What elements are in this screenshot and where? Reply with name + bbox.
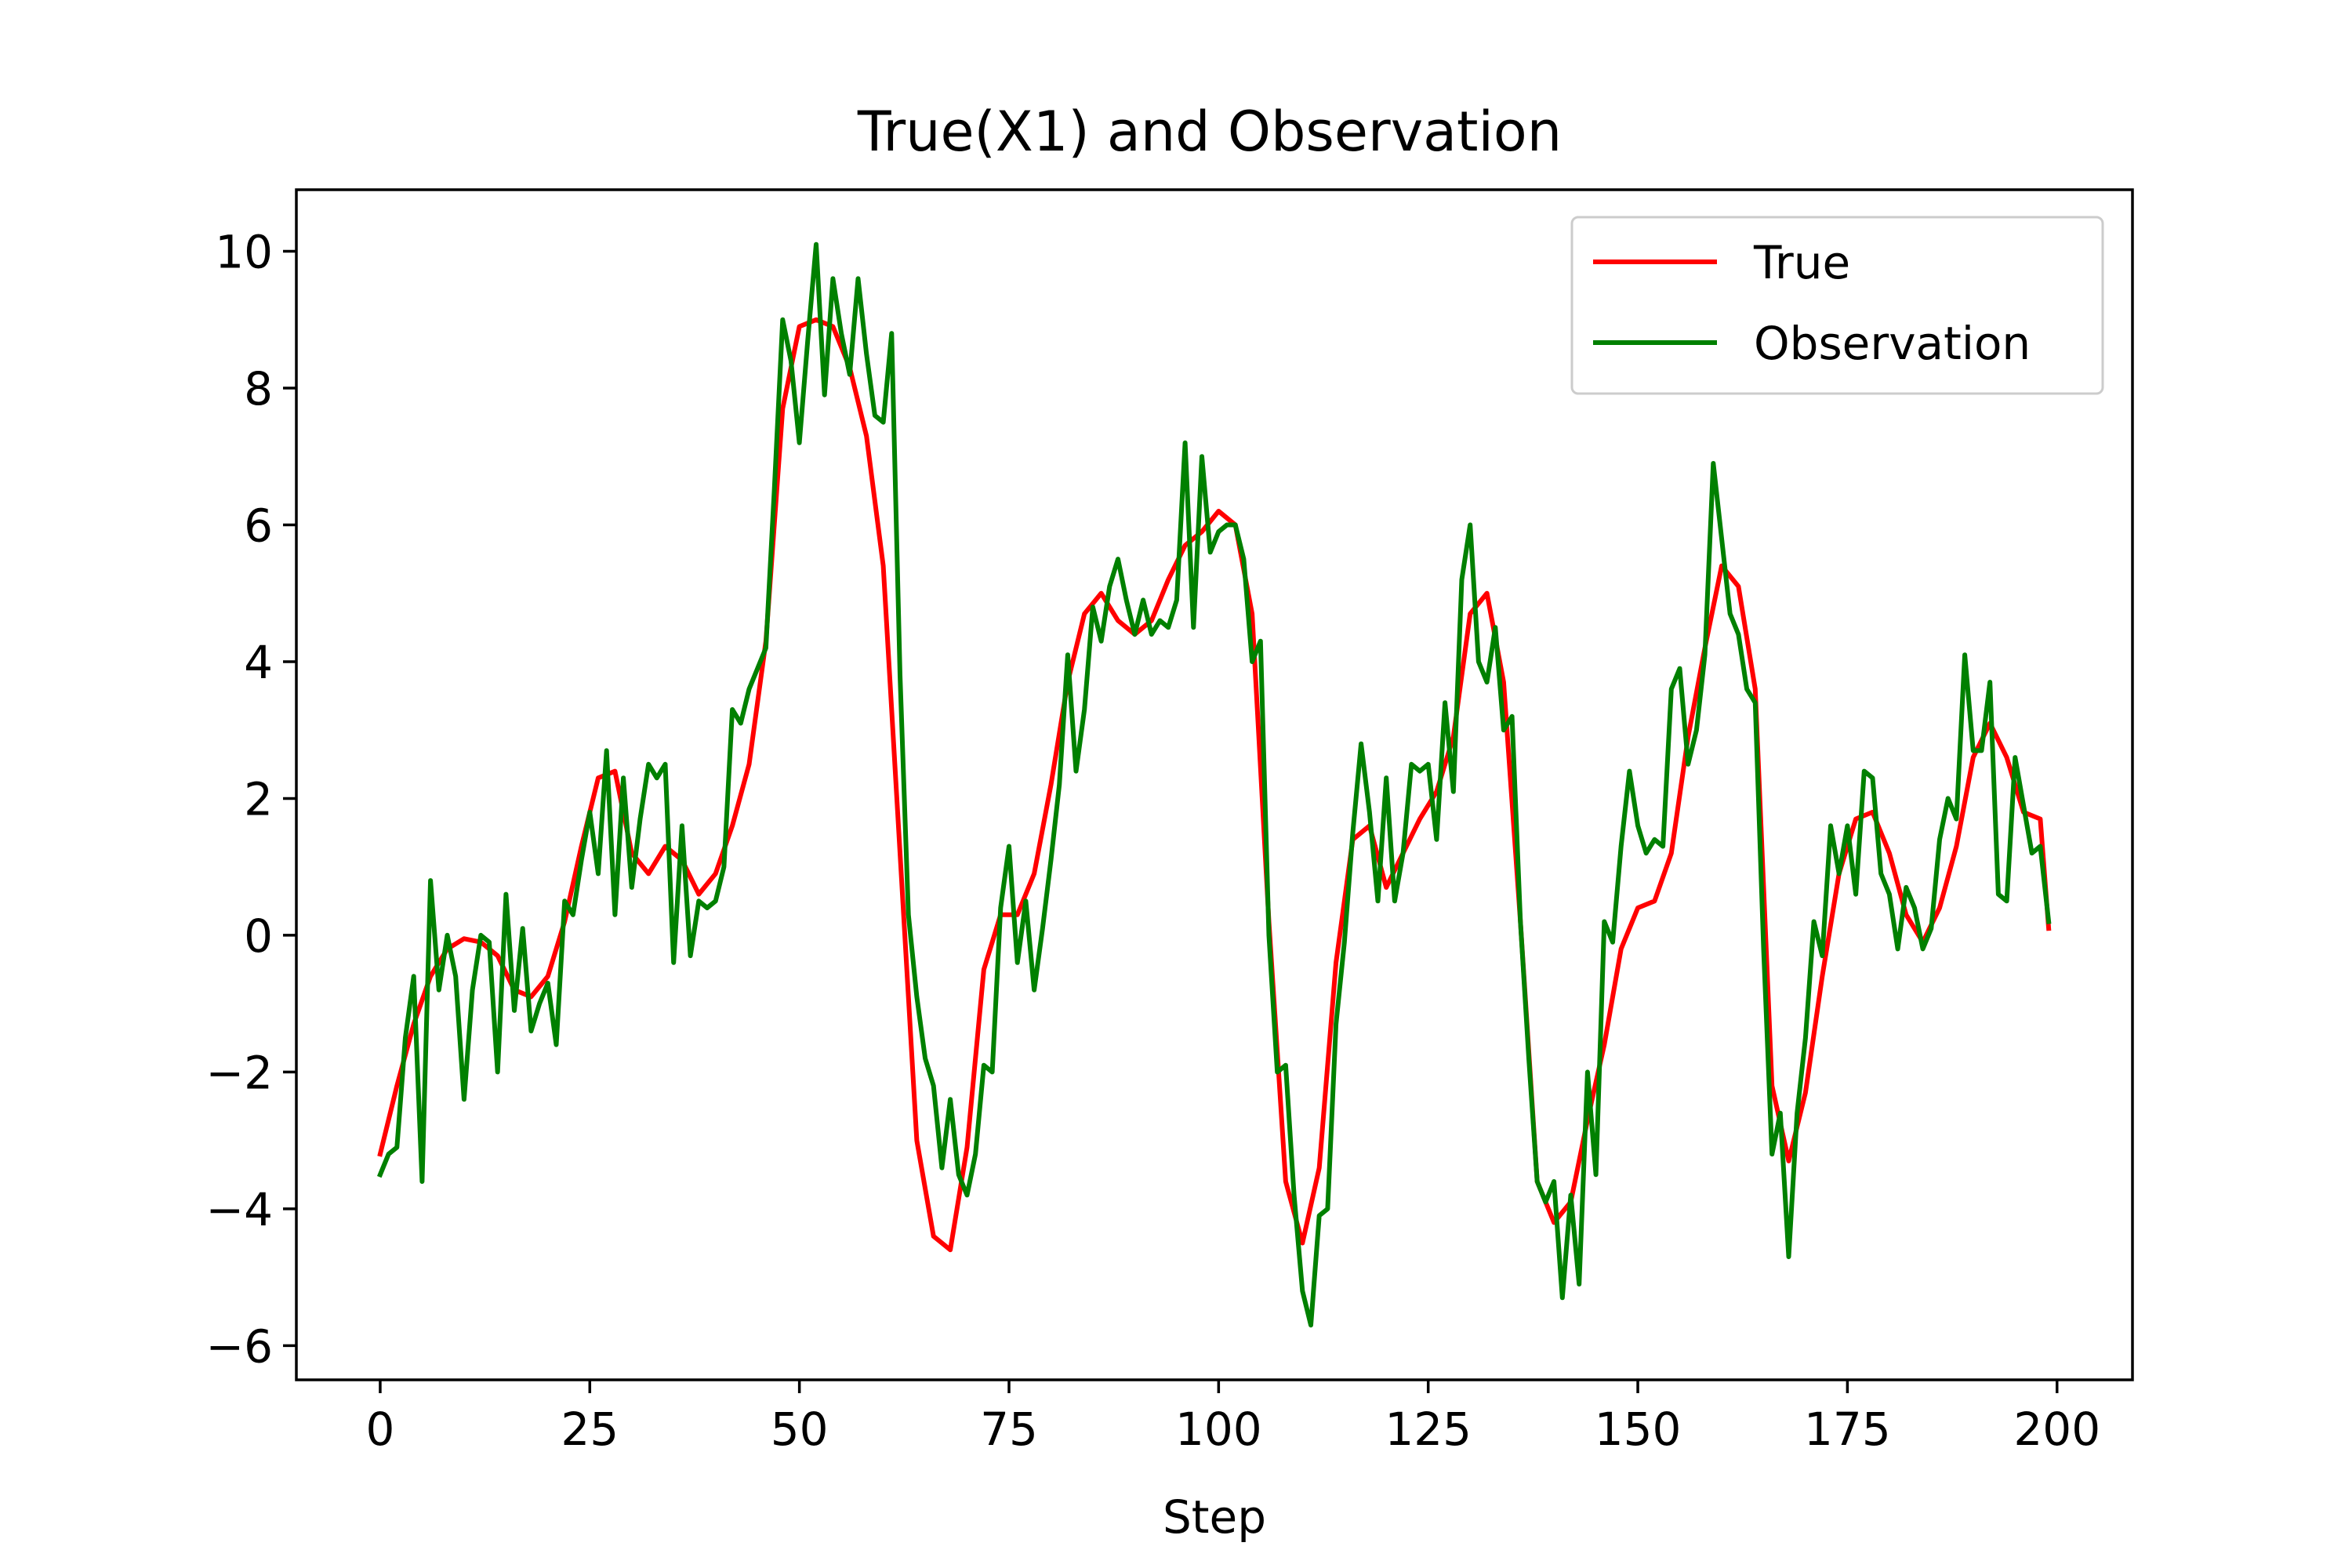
y-tick-label: −2 <box>206 1046 274 1099</box>
x-tick-label: 0 <box>365 1403 394 1456</box>
y-tick-label: 2 <box>244 772 273 826</box>
plot-frame <box>295 188 2134 1381</box>
plot-area <box>376 241 2052 1328</box>
x-tick-label: 100 <box>1175 1403 1262 1456</box>
legend-label-observation: Observation <box>1754 317 2031 370</box>
y-axis: −6 −4 −2 0 2 4 6 8 10 <box>206 226 296 1373</box>
x-axis-label: Step <box>1163 1490 1266 1544</box>
chart-title: True(X1) and Observation <box>857 100 1562 164</box>
y-tick-label: 8 <box>244 362 273 416</box>
x-tick-label: 125 <box>1385 1403 1472 1456</box>
x-axis: 0 25 50 75 100 125 150 175 200 <box>365 1380 2100 1456</box>
x-tick-label: 200 <box>2013 1403 2100 1456</box>
y-tick-label: −4 <box>206 1183 274 1236</box>
x-tick-label: 50 <box>771 1403 829 1456</box>
x-tick-label: 25 <box>561 1403 619 1456</box>
x-tick-label: 175 <box>1804 1403 1891 1456</box>
legend: True Observation <box>1570 216 2104 395</box>
series-line-observation <box>376 241 2052 1328</box>
y-tick-label: 4 <box>244 636 273 689</box>
legend-label-true: True <box>1753 236 1850 289</box>
y-tick-label: 0 <box>244 909 273 963</box>
y-tick-label: 6 <box>244 499 273 552</box>
y-tick-label: 10 <box>215 226 273 279</box>
x-tick-label: 75 <box>980 1403 1038 1456</box>
y-tick-label: −6 <box>206 1319 274 1373</box>
x-tick-label: 150 <box>1595 1403 1682 1456</box>
series-line-true <box>377 317 2052 1253</box>
